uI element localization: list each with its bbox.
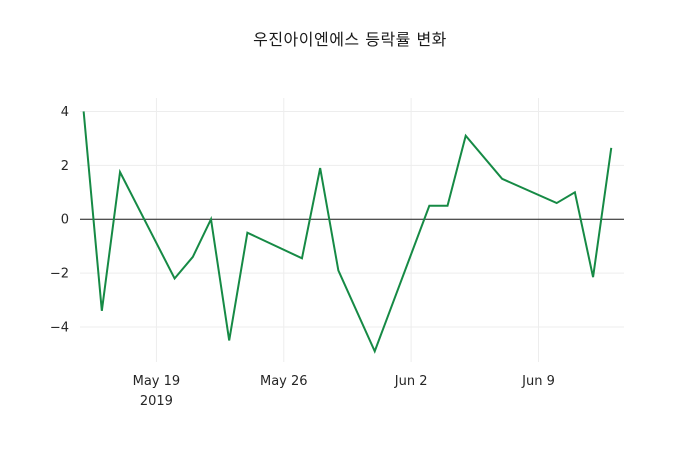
y-tick-label: 4	[61, 105, 69, 120]
y-tick-label: 2	[61, 159, 69, 174]
x-tick-year-label: 2019	[140, 394, 173, 409]
chart-title: 우진아이엔에스 등락률 변화	[253, 30, 447, 49]
x-tick-label: Jun 9	[521, 374, 555, 389]
series-line	[82, 111, 613, 354]
y-tick-label: −4	[50, 320, 69, 335]
x-tick-label: May 19	[133, 374, 181, 389]
y-tick-label: 0	[61, 213, 69, 228]
x-tick-label: Jun 2	[394, 374, 428, 389]
x-tick-label: May 26	[260, 374, 308, 389]
y-tick-label: −2	[50, 267, 69, 282]
